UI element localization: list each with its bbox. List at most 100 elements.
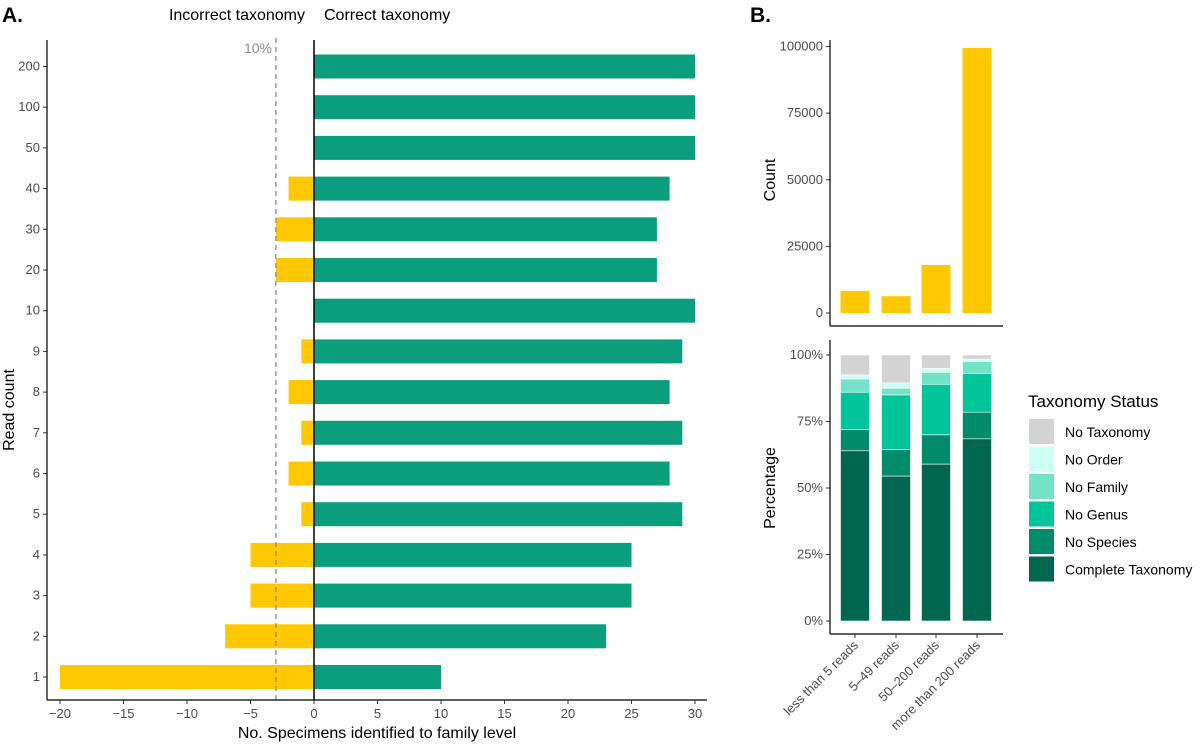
correct-bar-8 [314, 380, 670, 405]
y-tick-label-7: 7 [33, 425, 40, 440]
count-bar-4 [962, 47, 992, 314]
y-tick-label-4: 4 [33, 547, 40, 562]
legend-label-no-genus: No Genus [1065, 507, 1128, 523]
incorrect-bar-9 [301, 339, 314, 364]
y-tick-label-10: 10 [26, 303, 40, 318]
count-y-tick-label-100000: 100000 [780, 39, 823, 54]
pct-segment-complete-taxonomy-4 [962, 438, 992, 622]
correct-bar-4 [314, 542, 632, 567]
pct-segment-complete-taxonomy-2 [881, 475, 911, 622]
legend-label-complete-taxonomy: Complete Taxonomy [1065, 562, 1192, 578]
incorrect-bar-30 [275, 217, 314, 242]
legend-swatch-complete-taxonomy [1029, 556, 1054, 582]
legend-swatch-no-order [1029, 446, 1054, 472]
correct-bar-20 [314, 258, 657, 282]
x-tick-label--15: −15 [112, 706, 134, 721]
y-tick-label-100: 100 [18, 99, 40, 114]
panel-a-axes: 1 2 3 4 5 6 7 8 9 10 20 30 40 50 100 200 −20 −15 −10 −5 0 5 10… [18, 38, 707, 721]
incorrect-bar-2 [225, 624, 314, 649]
pct-segment-no-genus-2 [881, 394, 911, 450]
x-tick-label-30: 30 [688, 706, 702, 721]
legend: No Taxonomy No Order No Family No Genus No S… [1029, 419, 1192, 582]
correct-taxonomy-header: Correct taxonomy [324, 7, 450, 24]
count-y-tick-label-50000: 50000 [787, 172, 823, 187]
incorrect-taxonomy-header: Incorrect taxonomy [169, 7, 305, 24]
count-bar-2 [881, 296, 911, 313]
correct-bar-40 [314, 176, 670, 201]
incorrect-bar-40 [288, 176, 314, 201]
pct-y-tick-label-0: 0% [804, 613, 823, 628]
x-tick-label-10: 10 [434, 706, 448, 721]
pct-y-tick-label-75: 75% [797, 414, 823, 429]
pct-segment-no-order-2 [881, 382, 911, 389]
legend-label-no-species: No Species [1065, 534, 1137, 550]
incorrect-bar-8 [288, 380, 314, 405]
pct-segment-no-taxonomy-1 [840, 354, 870, 376]
correct-bar-3 [314, 583, 632, 608]
pct-segment-no-order-4 [962, 358, 992, 362]
legend-swatch-no-family [1029, 474, 1054, 499]
pct-y-tick-label-100: 100% [790, 347, 824, 362]
pct-segment-no-species-1 [840, 429, 870, 452]
incorrect-bar-6 [288, 461, 314, 486]
count-y-tick-label-75000: 75000 [787, 105, 823, 120]
pct-segment-complete-taxonomy-1 [840, 450, 870, 622]
x-tick-label-25: 25 [624, 706, 638, 721]
pct-segment-no-family-2 [881, 387, 911, 396]
y-tick-label-50: 50 [26, 140, 40, 155]
y-tick-label-20: 20 [26, 262, 40, 277]
y-tick-label-5: 5 [33, 506, 40, 521]
pct-segment-no-taxonomy-4 [962, 354, 992, 360]
legend-label-no-taxonomy: No Taxonomy [1065, 424, 1150, 440]
incorrect-bar-20 [275, 258, 314, 282]
y-tick-label-8: 8 [33, 384, 40, 399]
percentage-y-axis-title: Percentage [762, 447, 779, 529]
count-bar-1 [840, 290, 870, 313]
y-tick-label-9: 9 [33, 343, 40, 358]
correct-bar-6 [314, 461, 670, 486]
pct-segment-no-order-1 [840, 374, 870, 380]
pct-segment-no-genus-4 [962, 373, 992, 413]
pct-segment-no-genus-3 [921, 383, 951, 436]
incorrect-bar-4 [250, 542, 314, 567]
panel-a-bars [60, 54, 695, 689]
correct-bar-200 [314, 54, 695, 79]
y-tick-label-30: 30 [26, 221, 40, 236]
incorrect-bar-3 [250, 583, 314, 608]
correct-bar-30 [314, 217, 657, 242]
x-tick-label-0: 0 [310, 706, 317, 721]
y-tick-label-2: 2 [33, 628, 40, 643]
legend-label-no-family: No Family [1065, 479, 1128, 495]
x-tick-label-5: 5 [374, 706, 381, 721]
y-tick-label-6: 6 [33, 466, 40, 481]
correct-bar-10 [314, 298, 695, 323]
correct-bar-2 [314, 624, 607, 649]
x-tick-label--20: −20 [49, 706, 71, 721]
pct-segment-no-order-3 [921, 367, 951, 373]
correct-bar-5 [314, 502, 683, 527]
pb-x-tick-label-1: less than 5 reads [781, 637, 862, 718]
incorrect-bar-1 [60, 665, 314, 689]
legend-swatch-no-taxonomy [1029, 419, 1054, 444]
count-chart: 0 25000 50000 75000 100000 [780, 39, 1003, 327]
correct-bar-1 [314, 665, 441, 689]
panel-a-y-axis-title: Read count [1, 369, 18, 451]
incorrect-bar-5 [301, 502, 314, 527]
pct-segment-no-family-1 [840, 378, 870, 393]
correct-bar-7 [314, 420, 683, 445]
pct-segment-no-family-4 [962, 361, 992, 374]
panel-b-tag: B. [750, 4, 771, 27]
pct-segment-no-genus-1 [840, 391, 870, 430]
y-tick-label-1: 1 [33, 669, 40, 684]
count-y-tick-label-0: 0 [816, 305, 823, 320]
x-tick-label-20: 20 [561, 706, 575, 721]
correct-bar-50 [314, 135, 695, 160]
pct-segment-no-species-2 [881, 449, 911, 477]
pct-segment-no-species-3 [921, 434, 951, 465]
pct-y-tick-label-25: 25% [797, 547, 823, 562]
y-tick-label-200: 200 [18, 59, 40, 74]
pct-segment-no-family-3 [921, 371, 951, 385]
incorrect-bar-7 [301, 420, 314, 445]
